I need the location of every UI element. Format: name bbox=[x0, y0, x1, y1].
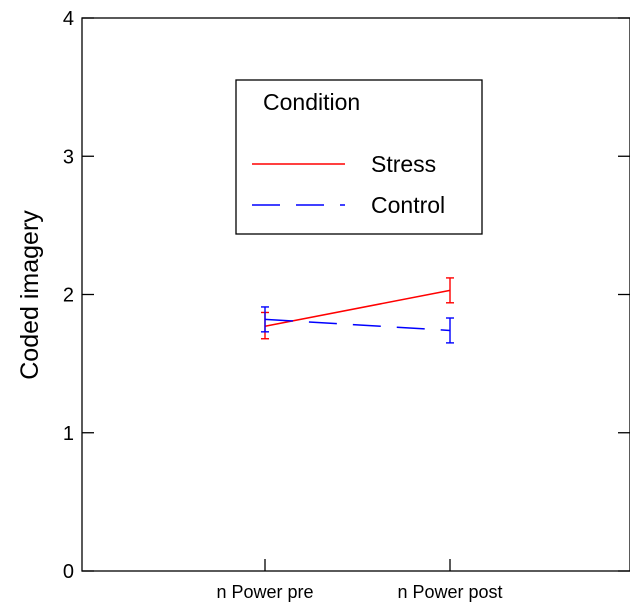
y-tick-label: 0 bbox=[63, 561, 74, 583]
series-control bbox=[261, 306, 454, 344]
y-tick-label: 1 bbox=[63, 423, 74, 445]
series-layer bbox=[261, 277, 454, 344]
error-bar-control bbox=[446, 317, 454, 344]
series-line-control bbox=[264, 318, 451, 332]
x-tick-label: n Power pre bbox=[216, 582, 313, 602]
error-bar-control bbox=[261, 306, 269, 333]
legend: Condition Stress Control bbox=[235, 79, 483, 235]
x-axis-ticks: n Power pre n Power post bbox=[216, 559, 503, 602]
legend-title: Condition bbox=[263, 89, 360, 115]
series-line-stress bbox=[264, 289, 451, 328]
y-tick-label: 3 bbox=[63, 146, 74, 168]
legend-box bbox=[235, 79, 483, 235]
y-axis-ticks: 0 1 2 3 4 bbox=[63, 8, 630, 583]
y-tick-label: 2 bbox=[63, 285, 74, 307]
legend-label-control: Control bbox=[371, 192, 445, 218]
legend-label-stress: Stress bbox=[371, 151, 436, 177]
series-stress bbox=[261, 277, 454, 340]
x-tick-label: n Power post bbox=[397, 582, 502, 602]
y-tick-label: 4 bbox=[63, 8, 74, 30]
y-axis-label: Coded imagery bbox=[16, 210, 44, 380]
error-bar-stress bbox=[446, 277, 454, 304]
